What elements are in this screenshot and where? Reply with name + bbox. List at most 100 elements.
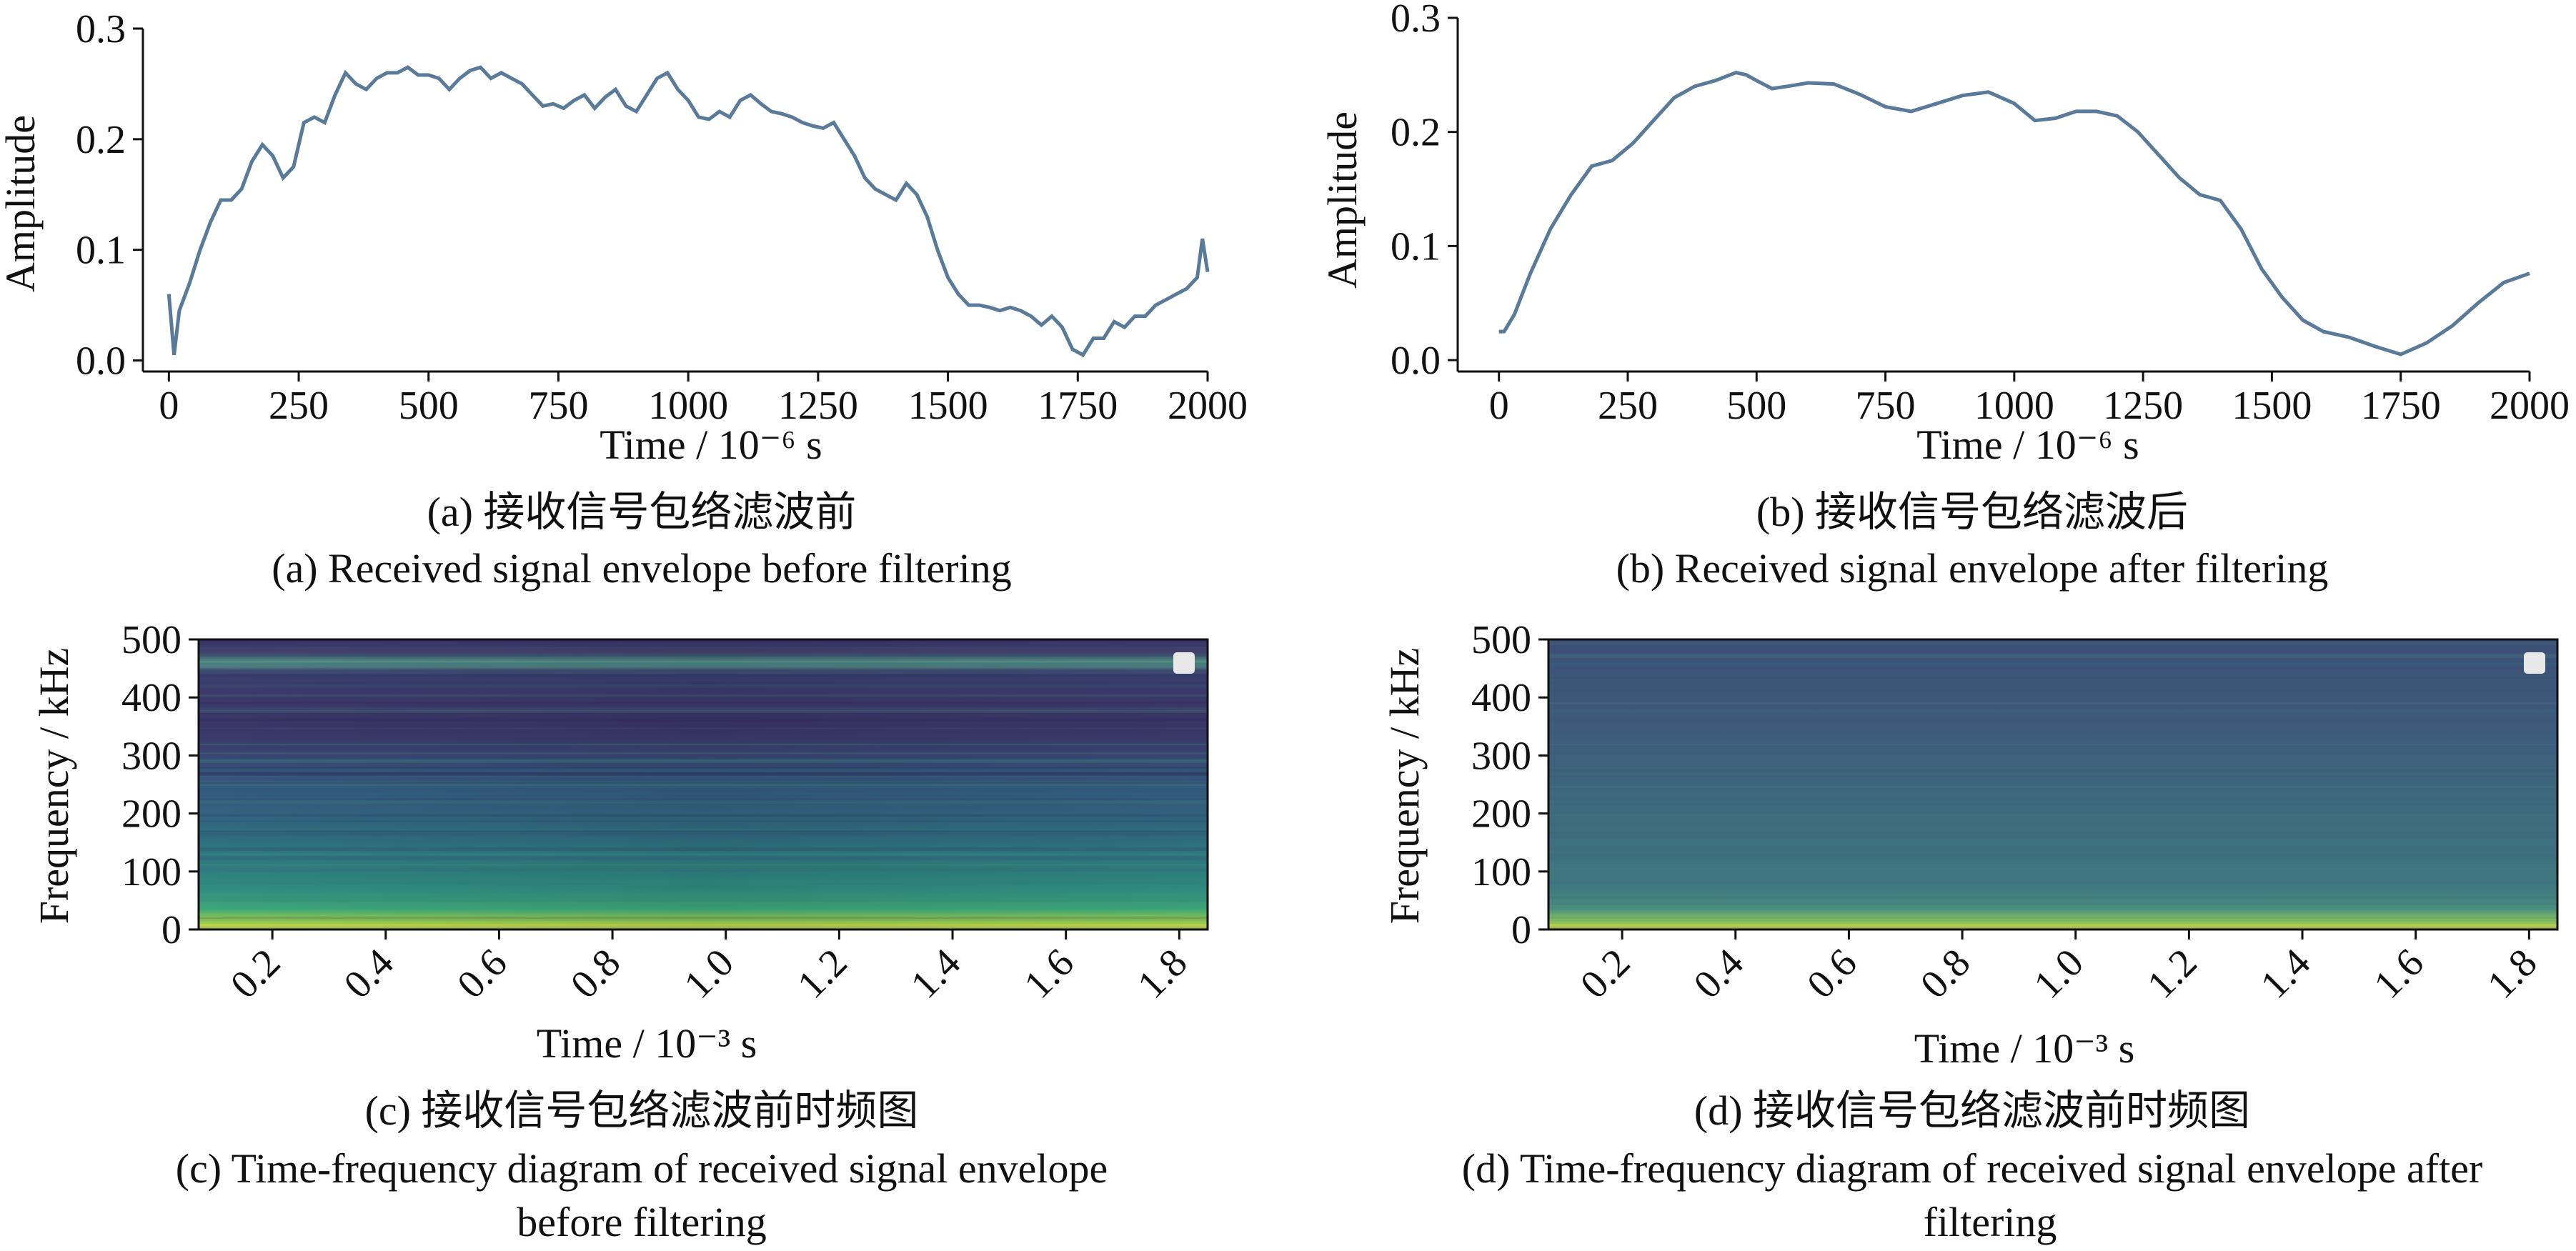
x-tick-label: 0.4: [1686, 940, 1752, 1007]
y-tick-label: 100: [121, 850, 181, 894]
spectrogram-texture: [199, 835, 1208, 838]
x-tick-label: 1250: [778, 384, 858, 428]
spectrogram-texture: [199, 758, 1208, 761]
spectrogram-texture: [199, 767, 1208, 769]
panel-b-series-line: [1498, 70, 2530, 357]
x-tick-label: 0.8: [562, 940, 629, 1007]
spectrogram-texture: [1548, 902, 2557, 905]
spectrogram-texture: [199, 710, 1208, 713]
spectrogram-texture: [1548, 642, 2557, 646]
panel-c-stripes: [199, 641, 1208, 930]
spectrogram-texture: [199, 641, 1208, 644]
x-tick-label: 500: [399, 384, 459, 428]
spectrogram-texture: [199, 798, 1208, 801]
spectrogram-texture: [1548, 641, 2557, 644]
spectrogram-texture: [199, 792, 1208, 795]
x-tick-label: 750: [1856, 384, 1916, 428]
spectrogram-texture: [199, 662, 1208, 667]
spectrogram-texture: [1548, 854, 2557, 857]
panel-c-shade: [199, 639, 1208, 929]
x-tick-label: 0.4: [336, 940, 402, 1007]
x-tick-label: 1750: [1038, 384, 1118, 428]
spectrogram-texture: [199, 800, 1208, 804]
spectrogram-texture: [199, 663, 1208, 665]
panel-a-caption-en: (a) Received signal envelope before filt…: [272, 545, 1011, 592]
y-tick-label: 0.0: [76, 339, 126, 384]
panel-d-legend-marker: [2524, 652, 2545, 674]
spectrogram-texture: [1548, 917, 2557, 921]
spectrogram-texture: [199, 768, 1208, 772]
panel-c-axes: [197, 638, 1209, 931]
spectrogram-texture: [199, 663, 1208, 665]
panel-d-caption-zh: (d) 接收信号包络滤波前时频图: [1694, 1087, 2250, 1134]
spectrogram-texture: [1548, 802, 2557, 805]
x-tick-label: 250: [1598, 384, 1658, 428]
panel-b-caption-zh: (b) 接收信号包络滤波后: [1756, 489, 2188, 535]
spectrogram-texture: [199, 896, 1208, 899]
spectrogram-texture: [199, 802, 1208, 805]
y-tick-label: 0.3: [76, 7, 126, 51]
spectrogram-texture: [1548, 710, 2557, 713]
panel-c-frame: [197, 638, 1209, 931]
y-tick-label: 0: [161, 908, 181, 952]
x-tick-label: 0: [1489, 384, 1509, 428]
panel-a-ticks: 0 250 500 750 1000 1250 1500 1750 2000 0.0 0.1 0.2 0…: [76, 7, 1248, 428]
y-tick-label: 0.0: [1391, 339, 1441, 383]
panel-a-ylabel: Amplitude: [0, 115, 44, 292]
spectrogram-texture: [199, 679, 1208, 682]
spectrogram-texture: [1548, 784, 2557, 789]
spectrogram-texture: [1548, 820, 2557, 822]
spectrogram-texture: [199, 920, 1208, 924]
spectrogram-texture: [199, 856, 1208, 859]
panel-d-caption-en-1: (d) Time-frequency diagram of received s…: [1462, 1145, 2482, 1192]
x-tick-label: 0.2: [1572, 940, 1638, 1007]
spectrogram-texture: [1548, 798, 2557, 801]
panel-a-series-line: [166, 65, 1210, 358]
spectrogram-texture: [1548, 662, 2557, 667]
y-tick-label: 300: [1471, 734, 1531, 778]
spectrogram-texture: [199, 694, 1208, 697]
panel-a-line-chart: 0 250 500 750 1000 1250 1500 1750 2000 0.0 0.1 0.2 0…: [0, 7, 1248, 592]
spectrogram-texture: [199, 782, 1208, 785]
spectrogram-texture: [1548, 814, 2557, 817]
spectrogram-texture: [1548, 727, 2557, 729]
spectrogram-texture: [1548, 782, 2557, 784]
spectrogram-texture: [199, 708, 1208, 712]
x-tick-label: 2000: [2490, 384, 2570, 428]
panel-c-caption-en-1: (c) Time-frequency diagram of received s…: [176, 1145, 1108, 1192]
panel-c-caption-zh: (c) 接收信号包络滤波前时频图: [365, 1087, 919, 1134]
panel-d-heatmap: 0.2 0.4 0.6 0.8 1.0 1.2 1.4 1.6 1.8 0 100 200 300 400…: [1381, 618, 2559, 1245]
panel-b-axes: [1456, 18, 2530, 373]
panel-c-caption-en-2: before filtering: [517, 1199, 766, 1245]
x-tick-label: 1.6: [1016, 940, 1083, 1007]
y-tick-label: 0: [1511, 908, 1531, 952]
spectrogram-texture: [199, 684, 1208, 688]
x-tick-label: 0.6: [1799, 940, 1865, 1007]
spectrogram-texture: [1548, 857, 2557, 861]
x-tick-label: 0.8: [1912, 940, 1979, 1007]
spectrogram-texture: [1548, 663, 2557, 665]
spectrogram-texture: [199, 767, 1208, 769]
spectrogram-texture: [1548, 707, 2557, 712]
spectrogram-texture: [199, 784, 1208, 789]
spectrogram-texture: [199, 727, 1208, 729]
spectrogram-texture: [1548, 880, 2557, 882]
spectrogram-texture: [199, 674, 1208, 677]
x-tick-label: 750: [528, 384, 588, 428]
spectrogram-texture: [1548, 782, 2557, 785]
y-tick-label: 0.3: [1391, 0, 1441, 41]
spectrogram-texture: [1548, 684, 2557, 688]
spectrogram-texture: [199, 927, 1208, 930]
spectrogram-texture: [199, 916, 1208, 919]
y-tick-label: 0.1: [76, 229, 126, 273]
spectrogram-texture: [1548, 856, 2557, 859]
x-tick-label: 500: [1726, 384, 1786, 428]
panel-c-xlabel: Time / 10⁻³ s: [537, 1020, 757, 1067]
x-tick-label: 1000: [648, 384, 728, 428]
x-tick-label: 1.0: [2026, 940, 2092, 1007]
spectrogram-texture: [1548, 781, 2557, 783]
spectrogram-texture: [1548, 863, 2557, 867]
spectrogram-texture: [1548, 654, 2557, 659]
spectrogram-texture: [1548, 792, 2557, 795]
